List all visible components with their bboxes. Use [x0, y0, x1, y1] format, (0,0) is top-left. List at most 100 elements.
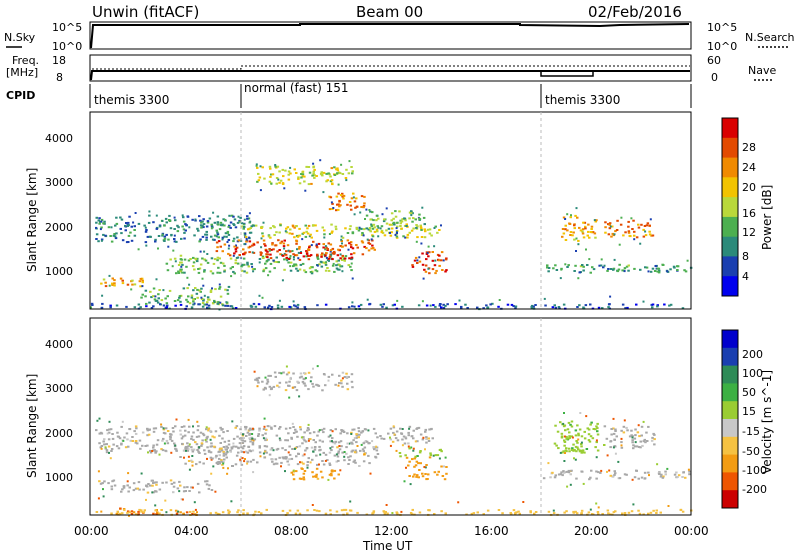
- power-cell: [272, 248, 275, 251]
- velocity-cell: [172, 430, 175, 433]
- vel-ytick-4000: 4000: [45, 338, 73, 351]
- power-cell: [416, 262, 419, 264]
- vel-cbtick-m15: -15: [742, 425, 760, 438]
- velocity-cell: [433, 471, 437, 474]
- velocity-noise: [356, 445, 359, 447]
- power-cell: [331, 202, 334, 205]
- velocity-cell: [307, 428, 310, 431]
- velocity-noise: [222, 466, 225, 469]
- velocity-cell: [298, 477, 302, 480]
- power-noise: [442, 259, 445, 262]
- velocity-cell: [338, 374, 341, 377]
- power-cell: [295, 239, 298, 242]
- power-cell: [616, 270, 620, 273]
- power-cell: [192, 300, 195, 303]
- power-cell: [438, 264, 441, 267]
- velocity-cell: [241, 441, 245, 444]
- power-cell: [305, 250, 308, 253]
- power-cell: [238, 254, 241, 256]
- velocity-cell: [316, 434, 319, 437]
- power-cell: [177, 226, 180, 229]
- power-cbtick-4: 4: [742, 270, 749, 283]
- power-cell: [229, 257, 233, 260]
- velocity-cell: [209, 512, 212, 515]
- power-cell: [562, 216, 566, 219]
- power-cell: [324, 303, 328, 306]
- power-cbtick-8: 8: [742, 250, 749, 263]
- velocity-noise: [227, 467, 229, 470]
- velocity-cell: [269, 388, 273, 391]
- power-cell: [130, 239, 134, 242]
- velocity-cell: [573, 448, 576, 451]
- power-cell: [196, 260, 199, 263]
- velocity-cell: [222, 431, 225, 434]
- velocity-cell: [634, 434, 637, 437]
- velocity-cell: [569, 473, 572, 476]
- velocity-cell: [133, 430, 136, 433]
- power-cell: [506, 303, 510, 306]
- power-cell: [276, 306, 280, 309]
- velocity-cell: [220, 449, 224, 452]
- velocity-noise: [98, 417, 101, 420]
- velocity-cell: [284, 427, 288, 430]
- nsearch-label: N.Search: [745, 31, 795, 44]
- velocity-cell: [329, 440, 332, 443]
- power-cell: [569, 234, 572, 236]
- velocity-cell: [222, 446, 226, 448]
- power-cell: [349, 265, 352, 268]
- power-cell: [282, 175, 285, 178]
- velocity-cell: [554, 474, 557, 477]
- power-cell: [413, 259, 417, 262]
- velocity-cell: [296, 380, 299, 383]
- velocity-cell: [116, 435, 120, 438]
- power-noise: [427, 245, 430, 248]
- power-cell: [401, 305, 404, 308]
- power-cell: [573, 238, 576, 241]
- velocity-cell: [563, 439, 566, 442]
- velocity-cell: [362, 460, 366, 463]
- velocity-cell: [279, 426, 282, 428]
- power-cell: [113, 284, 116, 287]
- power-cell: [189, 258, 192, 260]
- velocity-cell: [237, 447, 240, 450]
- power-noise: [566, 213, 569, 216]
- power-noise: [339, 253, 342, 256]
- power-noise: [340, 238, 343, 241]
- power-cell: [385, 306, 388, 309]
- velocity-cell: [631, 439, 634, 442]
- power-noise: [644, 230, 647, 233]
- power-cell: [350, 258, 353, 261]
- velocity-cell: [221, 437, 224, 440]
- power-noise: [268, 249, 271, 252]
- power-cell: [120, 218, 124, 221]
- velocity-cell: [186, 486, 189, 489]
- velocity-cell: [328, 462, 331, 465]
- power-cell: [396, 225, 399, 228]
- power-cell: [256, 166, 259, 169]
- power-cell: [144, 241, 148, 244]
- velocity-cell: [313, 448, 317, 451]
- velocity-cell: [646, 440, 649, 442]
- velocity-noise: [174, 444, 177, 447]
- power-cell: [305, 251, 309, 254]
- power-cell: [308, 255, 312, 257]
- power-cell: [530, 306, 534, 309]
- velocity-cell: [614, 472, 617, 475]
- velocity-cell: [632, 447, 635, 450]
- power-cell: [578, 226, 581, 229]
- velocity-cell: [312, 475, 315, 478]
- power-cell: [205, 238, 208, 241]
- power-cell: [269, 257, 273, 260]
- power-noise: [613, 233, 616, 236]
- velocity-cell: [418, 451, 422, 454]
- velocity-cell: [210, 489, 214, 491]
- velocity-cell: [298, 376, 302, 379]
- power-noise: [353, 213, 356, 216]
- power-cell: [174, 219, 177, 222]
- power-cell: [141, 293, 144, 296]
- velocity-cell: [346, 432, 349, 435]
- power-cell: [252, 302, 256, 305]
- power-cell: [577, 239, 580, 242]
- power-cell: [355, 244, 358, 246]
- velocity-cell: [404, 436, 407, 439]
